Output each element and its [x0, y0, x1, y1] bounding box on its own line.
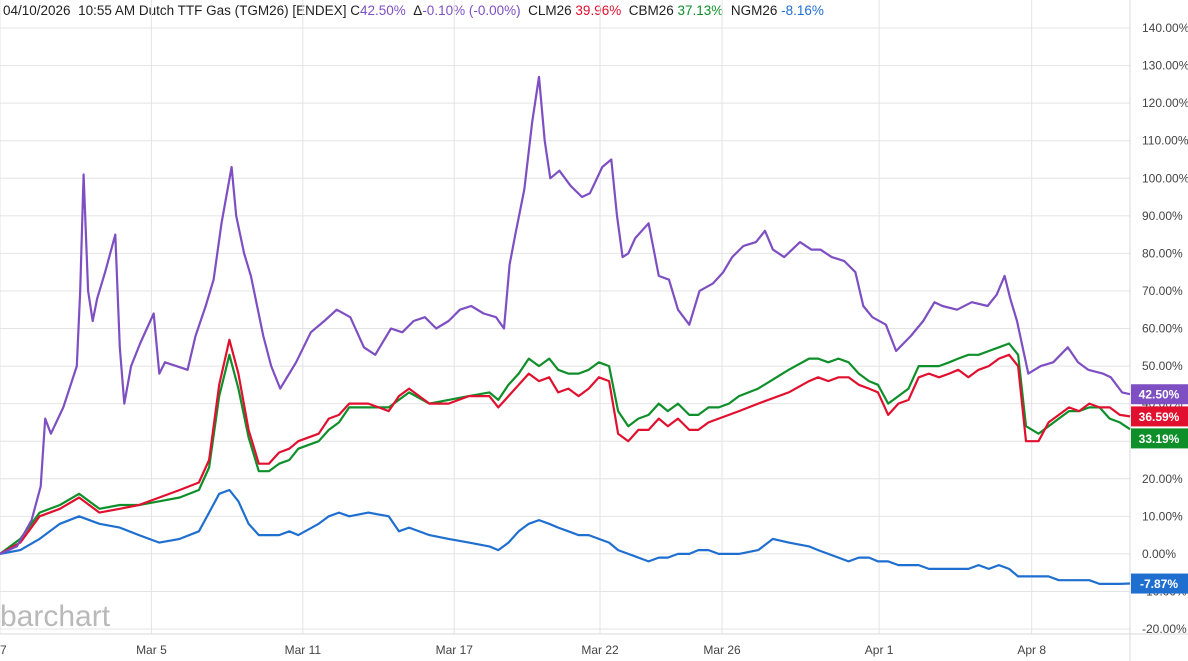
x-tick-label: Apr 1: [865, 643, 894, 657]
last-value-labels: 42.50% 36.59% 33.19% -7.87%: [1131, 384, 1188, 594]
header-change-value: -0.10% (-0.00%): [422, 3, 521, 18]
y-tick-label: 140.00%: [1142, 21, 1188, 35]
last-label-text: -7.87%: [1140, 577, 1178, 591]
compare-value-cbm26: 37.13%: [677, 3, 724, 18]
barchart-logo: barchart: [0, 600, 111, 633]
series-line-clm26: [0, 338, 1131, 555]
series-line-ngm26: [0, 488, 1131, 585]
y-tick-label: 120.00%: [1142, 96, 1188, 110]
header-close-label: C: [350, 3, 360, 18]
chart-header: 04/10/2026 10:55 AM Dutch TTF Gas (TGM26…: [3, 3, 824, 21]
last-label-ngm26: -7.87%: [1131, 573, 1188, 594]
y-tick-label: 60.00%: [1142, 322, 1183, 336]
compare-value-ngm26: -8.16%: [781, 3, 824, 18]
y-tick-label: 90.00%: [1142, 209, 1183, 223]
last-label-box: [1131, 428, 1188, 449]
compare-symbol-ngm26[interactable]: NGM26: [730, 3, 778, 18]
compare-value-clm26: 39.96%: [575, 3, 622, 18]
x-tick-label: Mar 11: [285, 643, 322, 657]
last-label-box: [1131, 573, 1188, 594]
series-line-cbm26: [0, 342, 1131, 555]
y-axis: 140.00% 130.00% 120.00% 110.00% 100.00% 90.00…: [1142, 21, 1188, 636]
header-change-label: Δ: [413, 3, 423, 18]
x-tick-label: Mar 22: [581, 643, 619, 657]
x-tick-label: Mar 5: [136, 643, 167, 657]
x-tick-label: 27: [0, 643, 7, 657]
y-tick-label: 130.00%: [1142, 59, 1188, 73]
x-tick-label: Apr 8: [1017, 643, 1046, 657]
x-tick-label: Mar 17: [436, 643, 474, 657]
y-tick-label: 50.00%: [1142, 359, 1183, 373]
last-label-text: 33.19%: [1139, 432, 1180, 446]
y-tick-label: 20.00%: [1142, 472, 1183, 486]
header-time: 10:55 AM: [78, 3, 136, 18]
x-tick-label: Mar 26: [703, 643, 741, 657]
last-label-box: [1131, 406, 1188, 427]
series-line-tgm26: [0, 75, 1131, 555]
last-label-tgm26: 42.50%: [1131, 384, 1188, 405]
header-symbol-name: Dutch TTF Gas (TGM26) [ENDEX]: [138, 3, 347, 18]
last-label-cbm26: 33.19%: [1131, 428, 1188, 449]
header-date: 04/10/2026: [3, 3, 71, 18]
series-lines: [0, 75, 1131, 585]
y-tick-label: 80.00%: [1142, 246, 1183, 260]
last-label-clm26: 36.59%: [1131, 406, 1188, 427]
y-tick-label: 110.00%: [1142, 134, 1188, 148]
last-label-text: 36.59%: [1139, 410, 1180, 424]
last-label-text: 42.50%: [1139, 388, 1180, 402]
header-close-value: 42.50%: [359, 3, 406, 18]
y-tick-label: 10.00%: [1142, 509, 1183, 523]
last-label-box: [1131, 384, 1188, 405]
compare-symbol-cbm26[interactable]: CBM26: [628, 3, 674, 18]
y-tick-label: 0.00%: [1142, 547, 1176, 561]
compare-symbol-clm26[interactable]: CLM26: [528, 3, 572, 18]
y-tick-label: -20.00%: [1142, 622, 1187, 636]
y-tick-label: 70.00%: [1142, 284, 1183, 298]
y-tick-label: 100.00%: [1142, 171, 1188, 185]
x-axis: 27 Mar 5 Mar 11 Mar 17 Mar 22 Mar 26 Apr 1 Apr …: [0, 643, 1046, 657]
